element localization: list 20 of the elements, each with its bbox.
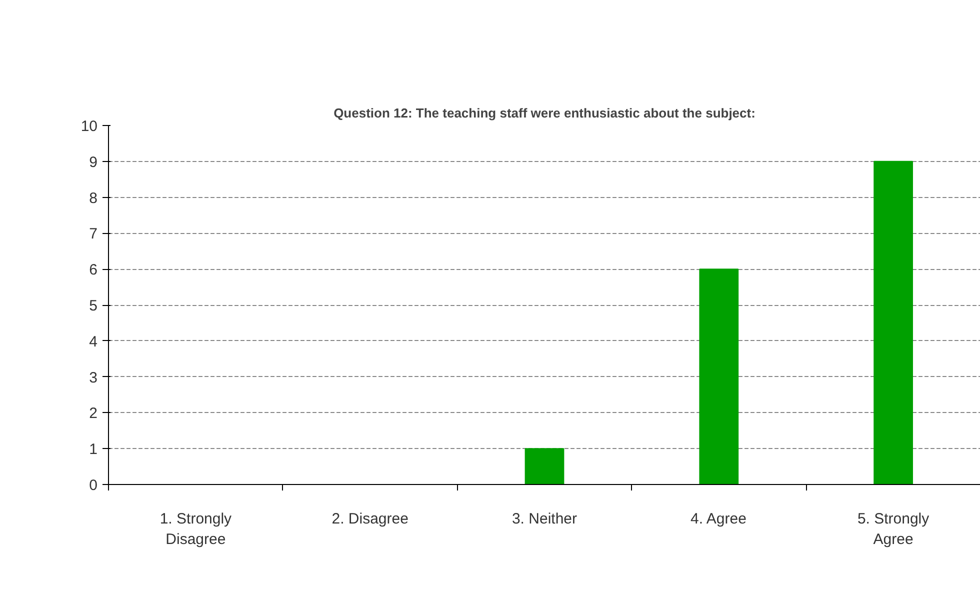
y-tick-label: 10 [80,118,98,135]
y-tick-label: 2 [89,405,98,422]
x-tick-label: 1. Strongly Disagree [160,510,232,548]
y-tick-label: 4 [89,333,98,350]
x-tick-label: 4. Agree [690,510,746,528]
y-tick-label: 1 [89,441,98,458]
y-tick-label: 7 [89,226,98,243]
x-tick-label: 3. Neither [512,510,578,528]
x-tick-label: 2. Disagree [332,510,408,528]
y-tick-label: 3 [89,369,98,386]
bar [524,448,564,484]
chart-title: Question 12: The teaching staff were enthusiastic about the subject: [334,106,756,120]
y-tick-label: 9 [89,154,98,171]
y-tick-label: 6 [89,262,98,279]
y-tick-label: 0 [89,477,98,494]
bar [874,160,913,484]
x-tick-label: 5. Strongly Agree [857,510,930,548]
bar [699,268,739,484]
y-tick-label: 5 [89,298,98,314]
y-tick-label: 8 [89,190,98,207]
